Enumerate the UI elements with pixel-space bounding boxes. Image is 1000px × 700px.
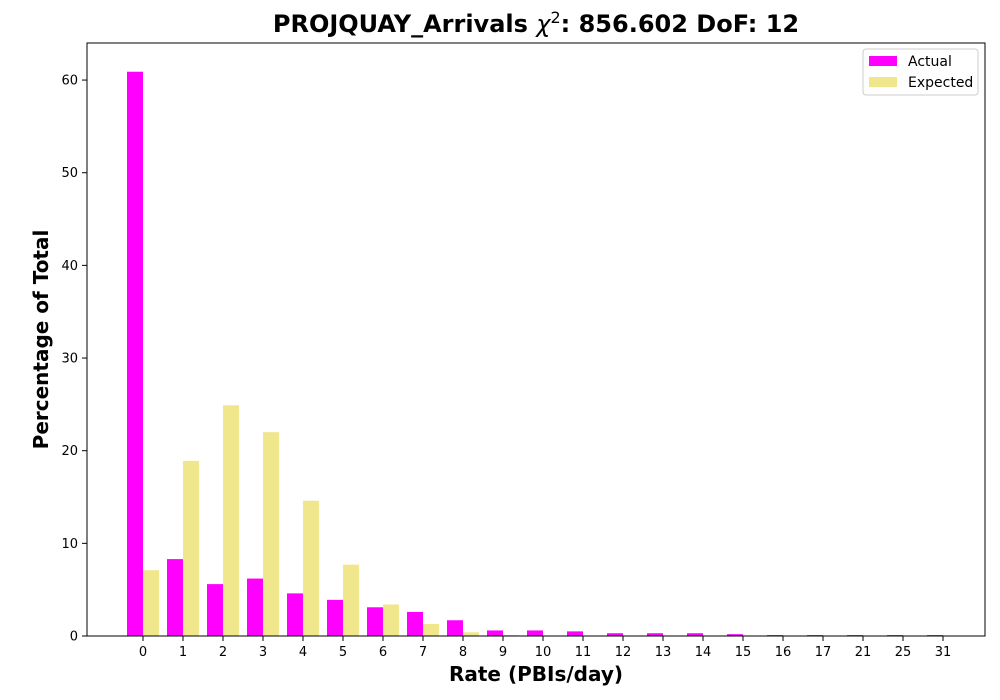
bar-expected — [263, 432, 279, 636]
bar-expected — [423, 623, 439, 636]
plot-area-frame — [86, 42, 986, 637]
bar-actual — [367, 607, 383, 636]
y-tick-label: 60 — [61, 74, 78, 89]
bar-expected — [343, 564, 359, 636]
y-tick-label: 30 — [61, 352, 78, 367]
x-tick-label: 10 — [535, 645, 552, 660]
bar-actual — [727, 634, 743, 636]
x-axis-ticks: 0 1 2 3 4 5 6 7 8 9 10 11 12 13 14 15 16 17 21 25 31 — [139, 636, 951, 660]
x-tick-label: 6 — [379, 645, 387, 660]
bar-actual — [127, 71, 143, 636]
y-tick-label: 20 — [61, 444, 78, 459]
x-tick-label: 25 — [895, 645, 912, 660]
x-tick-label: 14 — [695, 645, 712, 660]
y-tick-label: 50 — [61, 166, 78, 181]
bar-expected — [183, 460, 199, 636]
chart-title: PROJQUAY_Arrivals χ2: 856.602 DoF: 12 — [273, 8, 799, 39]
bar-actual — [207, 584, 223, 636]
bar-actual — [487, 630, 503, 636]
bars — [127, 71, 943, 636]
x-tick-label: 21 — [855, 645, 872, 660]
x-tick-label: 13 — [655, 645, 672, 660]
bar-actual — [567, 631, 583, 636]
y-tick-label: 40 — [61, 259, 78, 274]
x-tick-label: 1 — [179, 645, 187, 660]
x-tick-label: 11 — [575, 645, 592, 660]
x-axis-title: Rate (PBIs/day) — [449, 662, 623, 686]
y-tick-label: 0 — [70, 630, 78, 645]
legend-swatch-actual — [869, 56, 897, 66]
bar-actual — [407, 611, 423, 636]
x-tick-label: 2 — [219, 645, 227, 660]
bar-expected — [223, 405, 239, 636]
x-tick-label: 8 — [459, 645, 467, 660]
chart-title-chi: χ — [534, 10, 551, 38]
y-axis-title: Percentage of Total — [29, 230, 53, 450]
x-tick-label: 5 — [339, 645, 347, 660]
bar-expected — [463, 632, 479, 636]
bar-actual — [287, 593, 303, 636]
bar-actual — [607, 633, 623, 636]
x-tick-label: 3 — [259, 645, 267, 660]
y-axis-ticks: 0 10 20 30 40 50 60 — [61, 74, 87, 645]
x-tick-label: 9 — [499, 645, 507, 660]
bar-actual — [167, 559, 183, 636]
bar-expected — [303, 500, 319, 636]
legend-swatch-expected — [869, 77, 897, 87]
x-tick-label: 16 — [775, 645, 792, 660]
bar-actual — [527, 630, 543, 636]
bar-actual — [647, 633, 663, 636]
legend-label-actual: Actual — [908, 54, 952, 70]
bar-actual — [447, 620, 463, 636]
x-tick-label: 4 — [299, 645, 307, 660]
x-tick-label: 31 — [935, 645, 952, 660]
x-tick-label: 0 — [139, 645, 147, 660]
bar-actual — [687, 633, 703, 636]
legend: Actual Expected — [862, 48, 979, 96]
bar-expected — [143, 570, 159, 636]
x-tick-label: 17 — [815, 645, 832, 660]
bar-expected — [383, 604, 399, 636]
bar-actual — [327, 599, 343, 636]
chart-title-superscript: 2 — [550, 8, 560, 27]
y-tick-label: 10 — [61, 537, 78, 552]
x-tick-label: 7 — [419, 645, 427, 660]
chart-title-prefix: PROJQUAY_Arrivals — [273, 10, 536, 38]
chart-title-suffix: : 856.602 DoF: 12 — [561, 10, 799, 38]
x-tick-label: 15 — [735, 645, 752, 660]
bar-actual — [247, 578, 263, 636]
x-tick-label: 12 — [615, 645, 632, 660]
legend-label-expected: Expected — [908, 75, 973, 91]
